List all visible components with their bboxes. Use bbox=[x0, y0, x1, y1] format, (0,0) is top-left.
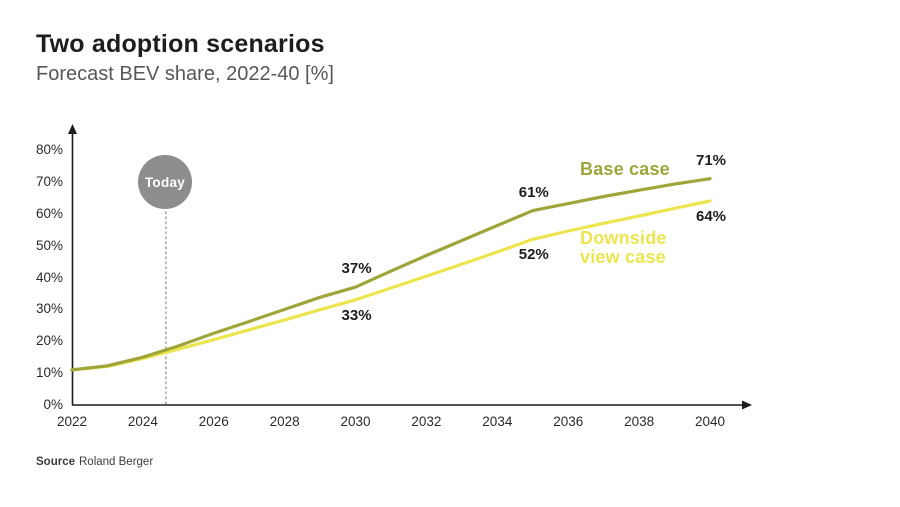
value-label: 64% bbox=[695, 208, 727, 225]
value-label: 37% bbox=[341, 260, 372, 278]
y-tick-label: 60% bbox=[35, 205, 63, 221]
x-tick-label: 2038 bbox=[624, 414, 655, 429]
y-tick-label: 0% bbox=[43, 397, 63, 412]
x-tick-label: 2030 bbox=[340, 414, 371, 429]
y-tick-label: 70% bbox=[35, 173, 63, 189]
source-line: Source Roland Berger bbox=[36, 456, 153, 468]
source-text: Roland Berger bbox=[79, 456, 154, 468]
x-tick-label: 2028 bbox=[269, 414, 300, 429]
legend-downside-view-case: Downside view case bbox=[580, 228, 667, 267]
x-axis-arrow-icon bbox=[742, 400, 752, 410]
x-tick-label: 2034 bbox=[482, 414, 513, 429]
value-label: 71% bbox=[695, 151, 727, 169]
x-tick-label: 2032 bbox=[411, 414, 442, 429]
value-label: 52% bbox=[518, 246, 549, 264]
base-case-line bbox=[70, 177, 712, 372]
downside-view-case-line bbox=[70, 199, 712, 372]
y-tick-label: 50% bbox=[35, 237, 63, 253]
page-subtitle: Forecast BEV share, 2022-40 [%] bbox=[36, 63, 334, 85]
y-tick-label: 10% bbox=[35, 365, 63, 381]
y-tick-label: 80% bbox=[35, 142, 63, 157]
y-axis-arrow-icon bbox=[68, 124, 77, 134]
legend-base-case: Base case bbox=[580, 159, 670, 179]
x-tick-label: 2024 bbox=[127, 414, 158, 429]
y-tick-label: 30% bbox=[35, 301, 63, 317]
x-tick-label: 2022 bbox=[56, 414, 88, 429]
y-tick-label: 40% bbox=[35, 269, 63, 285]
page-title: Two adoption scenarios bbox=[36, 30, 325, 58]
today-badge: Today bbox=[138, 155, 192, 209]
x-tick-label: 2026 bbox=[198, 414, 229, 429]
y-tick-label: 20% bbox=[35, 333, 63, 349]
source-label: Source bbox=[36, 456, 75, 468]
value-label: 61% bbox=[518, 183, 549, 201]
x-tick-label: 2040 bbox=[694, 414, 726, 429]
value-label: 33% bbox=[341, 306, 372, 324]
x-tick-label: 2036 bbox=[553, 414, 584, 429]
